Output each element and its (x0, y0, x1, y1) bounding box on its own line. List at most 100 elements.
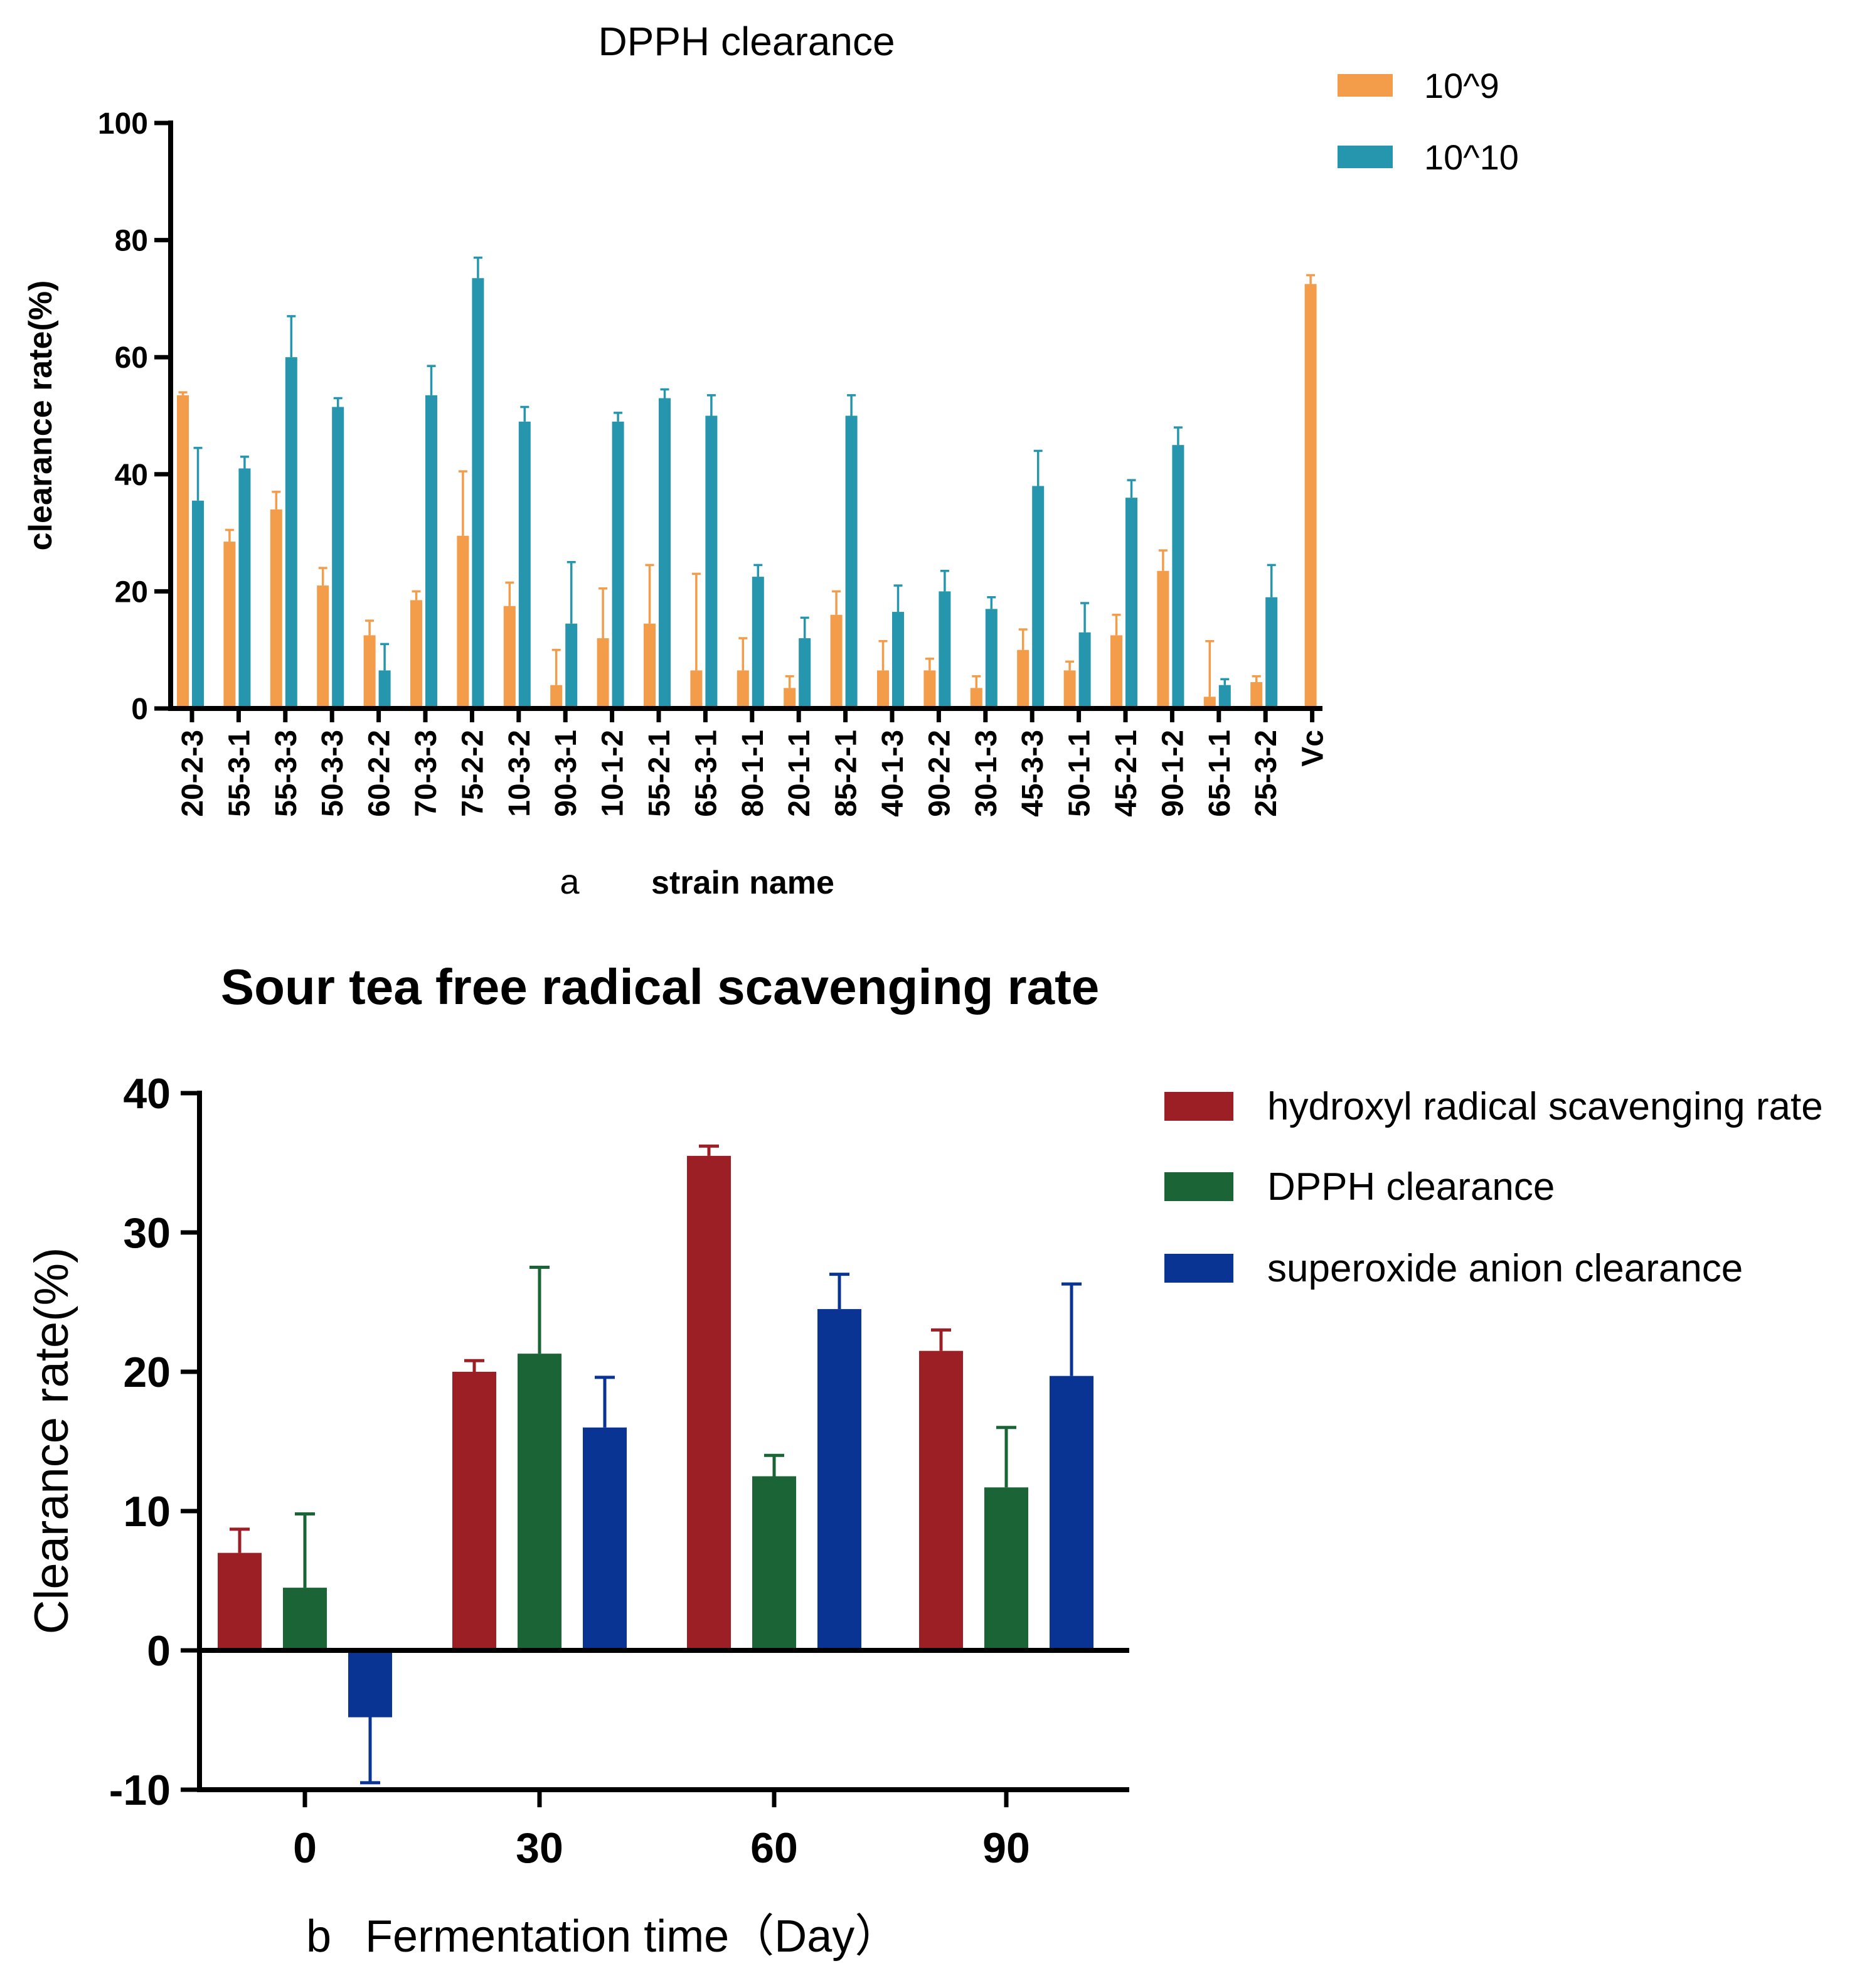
bar-50-3-3-10-10 (332, 407, 344, 708)
bar-65-1-1-10-9 (1203, 697, 1216, 708)
bar-45-2-1-10-9 (1110, 635, 1122, 708)
y-tick-label-a-40: 40 (115, 459, 148, 492)
x-tick-label-a-45-3-3: 45-3-3 (1016, 730, 1050, 817)
bar-20-2-3-10-10 (192, 500, 204, 708)
x-tick-label-a-55-2-1: 55-2-1 (643, 730, 676, 817)
bar-55-2-1-10-10 (659, 398, 671, 708)
x-tick-label-b-60: 60 (750, 1824, 798, 1872)
bar-25-3-2-10-9 (1250, 682, 1263, 708)
bar-75-2-2-10-9 (457, 535, 469, 708)
panel-b-axes (197, 1091, 1129, 1792)
bar-10-1-2-10-9 (597, 638, 609, 708)
bar-day-30-hydroxyl-radical-scavenging-rate (452, 1372, 496, 1650)
bar-55-3-3-10-10 (285, 357, 297, 708)
legend-label-dpph: DPPH clearance (1267, 1165, 1555, 1209)
panel-a-x-ticks: 20-2-3 55-3-1 55-3-3 50-3-3 60-2-2 70-3-3 75-2… (176, 708, 1330, 817)
bar-day-90-superoxide-anion-clearance (1050, 1376, 1093, 1650)
bar-day-0-superoxide-anion-clearance (348, 1650, 392, 1718)
x-tick-label-a-70-3-3: 70-3-3 (410, 730, 443, 817)
x-tick-label-a-75-2-2: 75-2-2 (456, 730, 489, 817)
bar-65-3-1-10-10 (705, 415, 718, 708)
x-tick-label-a-40-1-3: 40-1-3 (876, 730, 910, 817)
bar-day-0-dpph-clearance (283, 1588, 327, 1650)
bar-80-1-1-10-10 (752, 577, 764, 708)
x-tick-label-b-90: 90 (982, 1824, 1030, 1872)
bar-10-1-2-10-10 (612, 421, 624, 708)
bar-60-2-2-10-9 (363, 635, 376, 708)
x-tick-label-a-55-3-3: 55-3-3 (270, 730, 303, 817)
bar-day-30-superoxide-anion-clearance (583, 1427, 627, 1650)
bar-70-3-3-10-10 (425, 395, 437, 708)
legend-swatch-hydroxyl (1164, 1092, 1233, 1121)
legend-swatch-10-9 (1338, 74, 1393, 97)
x-tick-label-a-10-3-2: 10-3-2 (503, 730, 536, 817)
bar-vc-10-9 (1304, 284, 1317, 708)
bar-90-3-1-10-9 (550, 685, 563, 708)
legend-swatch-superoxide (1164, 1254, 1233, 1283)
x-tick-label-b-0: 0 (293, 1824, 317, 1872)
x-tick-label-a-65-3-1: 65-3-1 (689, 730, 723, 817)
legend-swatch-dpph (1164, 1172, 1233, 1201)
bar-45-3-3-10-9 (1017, 649, 1029, 708)
bar-day-90-hydroxyl-radical-scavenging-rate (919, 1350, 963, 1650)
x-tick-label-a-45-2-1: 45-2-1 (1110, 730, 1143, 817)
x-tick-label-a-50-3-3: 50-3-3 (316, 730, 349, 817)
y-tick-label-a-80: 80 (115, 225, 148, 258)
bar-65-3-1-10-9 (690, 670, 703, 708)
x-tick-label-a-65-1-1: 65-1-1 (1203, 730, 1237, 817)
panel-a-bars (177, 278, 1317, 708)
bar-30-1-3-10-9 (970, 688, 982, 708)
bar-10-3-2-10-9 (503, 606, 516, 708)
y-tick-label-b-20: 20 (123, 1349, 171, 1396)
legend-label-10-9: 10^9 (1424, 66, 1499, 105)
bar-10-3-2-10-10 (518, 421, 531, 708)
bar-day-60-dpph-clearance (752, 1476, 796, 1650)
panel-a-legend: 10^9 10^10 (1338, 66, 1519, 177)
x-tick-label-a-25-3-2: 25-3-2 (1250, 730, 1283, 817)
x-tick-label-a-30-1-3: 30-1-3 (970, 730, 1003, 817)
x-tick-label-a-vc: Vc (1297, 730, 1330, 767)
panel-a-letter: a (560, 862, 580, 901)
bar-25-3-2-10-10 (1265, 597, 1278, 708)
legend-label-hydroxyl: hydroxyl radical scavenging rate (1267, 1085, 1823, 1128)
legend-label-superoxide: superoxide anion clearance (1267, 1247, 1743, 1290)
panel-a-y-label: clearance rate(%) (23, 281, 59, 551)
panel-a-y-ticks: 0 20 40 60 80 100 (98, 107, 171, 726)
bar-50-1-1-10-9 (1063, 670, 1076, 708)
bar-90-3-1-10-10 (565, 623, 578, 708)
bar-day-90-dpph-clearance (984, 1487, 1028, 1650)
y-tick-label-b-10: -10 (109, 1766, 171, 1814)
panel-b-y-label: Clearance rate(%) (25, 1248, 78, 1635)
bar-30-1-3-10-10 (985, 609, 998, 708)
bar-50-1-1-10-10 (1078, 632, 1091, 708)
bar-75-2-2-10-10 (472, 278, 484, 708)
x-tick-label-a-90-1-2: 90-1-2 (1156, 730, 1189, 817)
bar-50-3-3-10-9 (317, 585, 329, 708)
x-tick-label-a-60-2-2: 60-2-2 (363, 730, 396, 817)
bar-70-3-3-10-9 (410, 600, 422, 708)
panel-b-y-ticks: -10 0 10 20 30 40 (109, 1070, 200, 1814)
x-tick-label-a-10-1-2: 10-1-2 (597, 730, 630, 817)
bar-55-2-1-10-9 (644, 623, 656, 708)
bar-45-2-1-10-10 (1125, 498, 1137, 708)
y-tick-label-a-60: 60 (115, 341, 148, 375)
bar-20-1-1-10-9 (784, 688, 796, 708)
x-tick-label-a-90-3-1: 90-3-1 (550, 730, 583, 817)
panel-b-bars (218, 1155, 1093, 1718)
x-tick-label-a-55-3-1: 55-3-1 (223, 730, 256, 817)
panel-b-x-ticks: 0 30 60 90 (293, 1790, 1030, 1872)
bar-20-2-3-10-9 (177, 395, 189, 708)
x-tick-label-a-50-1-1: 50-1-1 (1063, 730, 1097, 817)
bar-65-1-1-10-10 (1218, 685, 1231, 708)
x-tick-label-b-30: 30 (516, 1824, 563, 1872)
panel-a-x-label: strain name (651, 865, 834, 901)
panel-b-x-label: Fermentation time（Day） (365, 1911, 900, 1962)
y-tick-label-b-10: 10 (123, 1488, 171, 1536)
y-tick-label-b-30: 30 (123, 1209, 171, 1257)
y-tick-label-a-100: 100 (98, 107, 148, 141)
panel-a-dpph-chart: DPPH clearance 0 20 40 60 80 100 20-2-3 55-3-1… (23, 19, 1519, 901)
y-tick-label-b-40: 40 (123, 1070, 171, 1118)
panel-b-letter: b (306, 1911, 331, 1962)
panel-b-error-bars (230, 1144, 1082, 1785)
bar-90-2-2-10-9 (923, 670, 936, 708)
